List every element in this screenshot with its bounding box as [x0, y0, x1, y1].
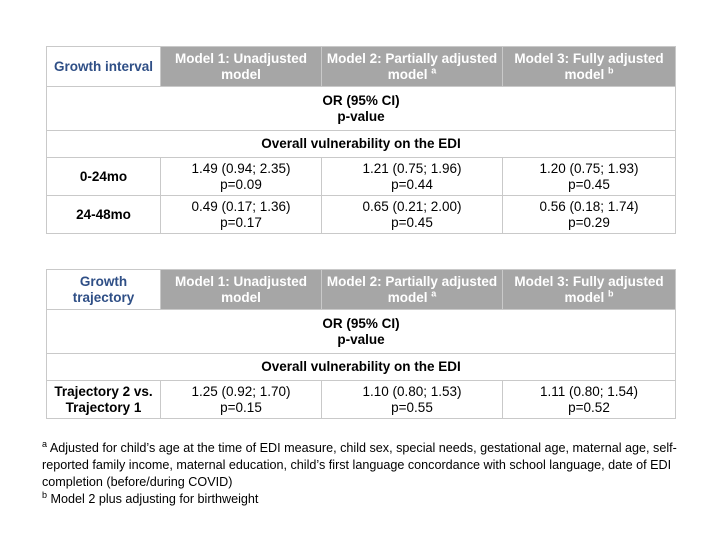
footnotes: a Adjusted for child’s age at the time o… — [42, 438, 692, 508]
measure-line-2: p-value — [337, 331, 385, 347]
corner-header: Growth trajectory — [46, 269, 161, 310]
result-cell: 1.20 (0.75; 1.93) p=0.45 — [502, 157, 676, 196]
measure-cell: OR (95% CI) p-value — [46, 86, 676, 131]
model-3-header: Model 3: Fully adjusted model b — [502, 46, 676, 87]
section-cell: Overall vulnerability on the EDI — [46, 130, 676, 158]
measure-cell: OR (95% CI) p-value — [46, 309, 676, 354]
result-cell: 1.49 (0.94; 2.35) p=0.09 — [160, 157, 322, 196]
result-cell: 0.65 (0.21; 2.00) p=0.45 — [321, 195, 503, 234]
table-row: 0-24mo 1.49 (0.94; 2.35) p=0.09 1.21 (0.7… — [46, 157, 676, 196]
growth-trajectory-table: Growth trajectory Model 1: Unadjusted mo… — [46, 269, 676, 419]
model-1-header: Model 1: Unadjusted model — [160, 46, 322, 87]
footnote-a: a Adjusted for child’s age at the time o… — [42, 438, 677, 489]
row-label: Trajectory 2 vs. Trajectory 1 — [46, 380, 161, 419]
result-cell: 1.25 (0.92; 1.70) p=0.15 — [160, 380, 322, 419]
header-row: Growth interval Model 1: Unadjusted mode… — [46, 46, 676, 87]
model-1-header: Model 1: Unadjusted model — [160, 269, 322, 310]
result-cell: 1.10 (0.80; 1.53) p=0.55 — [321, 380, 503, 419]
result-cell: 0.49 (0.17; 1.36) p=0.17 — [160, 195, 322, 234]
footnote-b: b Model 2 plus adjusting for birthweight — [42, 489, 259, 506]
header-row: Growth trajectory Model 1: Unadjusted mo… — [46, 269, 676, 310]
section-row: Overall vulnerability on the EDI — [46, 130, 676, 158]
measure-line-1: OR (95% CI) — [322, 315, 400, 331]
model-2-header: Model 2: Partially adjusted model a — [321, 46, 503, 87]
measure-row: OR (95% CI) p-value — [46, 309, 676, 354]
model-3-header: Model 3: Fully adjusted model b — [502, 269, 676, 310]
model-2-header: Model 2: Partially adjusted model a — [321, 269, 503, 310]
result-cell: 0.56 (0.18; 1.74) p=0.29 — [502, 195, 676, 234]
table-row: 24-48mo 0.49 (0.17; 1.36) p=0.17 0.65 (0.… — [46, 195, 676, 234]
row-label: 24-48mo — [46, 195, 161, 234]
row-label: 0-24mo — [46, 157, 161, 196]
section-row: Overall vulnerability on the EDI — [46, 353, 676, 381]
measure-line-2: p-value — [337, 108, 385, 124]
section-cell: Overall vulnerability on the EDI — [46, 353, 676, 381]
table-row: Trajectory 2 vs. Trajectory 1 1.25 (0.92… — [46, 380, 676, 419]
growth-interval-table: Growth interval Model 1: Unadjusted mode… — [46, 46, 676, 234]
result-cell: 1.11 (0.80; 1.54) p=0.52 — [502, 380, 676, 419]
result-cell: 1.21 (0.75; 1.96) p=0.44 — [321, 157, 503, 196]
corner-header: Growth interval — [46, 46, 161, 87]
measure-line-1: OR (95% CI) — [322, 92, 400, 108]
measure-row: OR (95% CI) p-value — [46, 86, 676, 131]
